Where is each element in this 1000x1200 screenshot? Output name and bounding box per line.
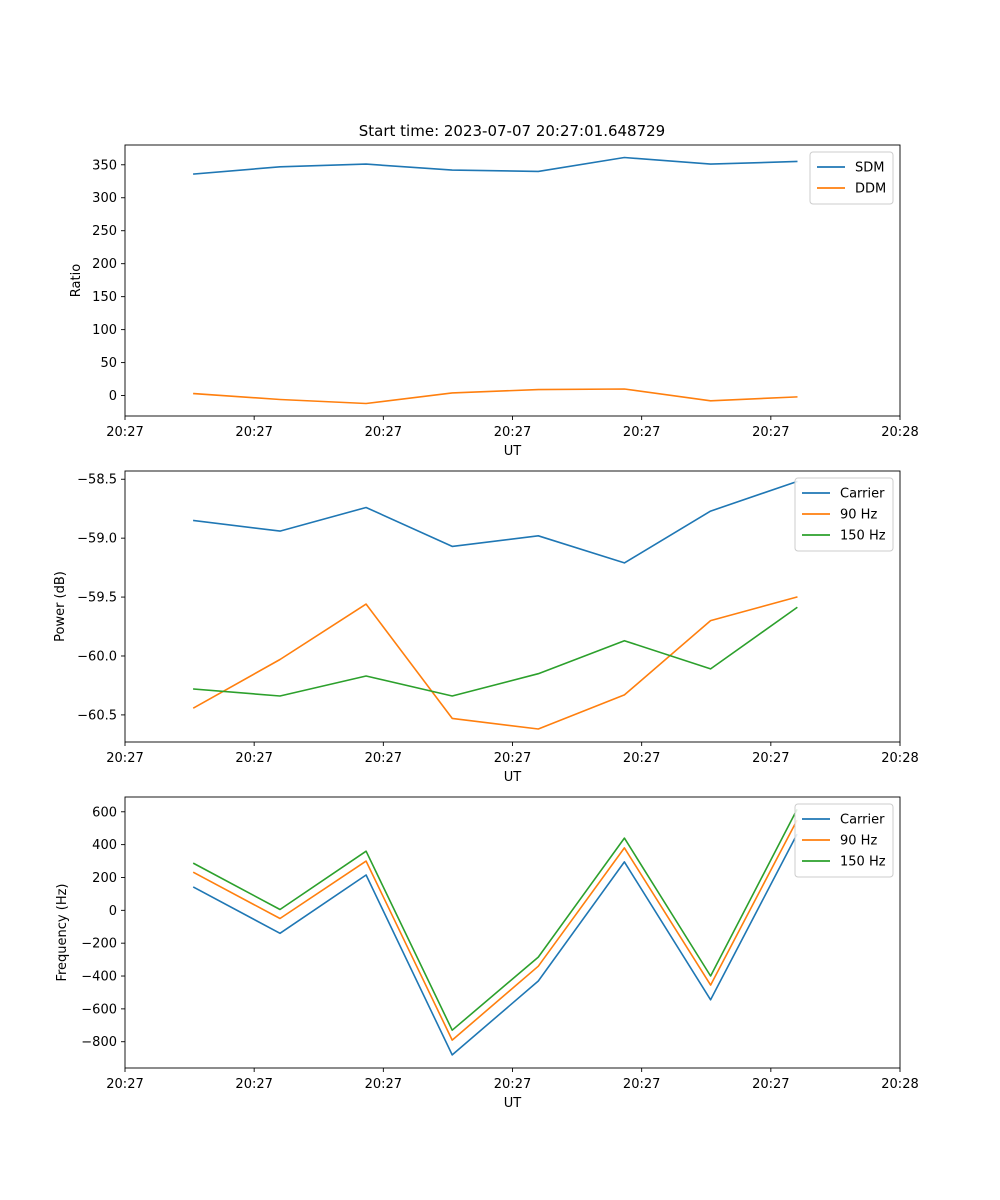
axes-frame <box>124 144 901 417</box>
axes-frame <box>124 796 901 1069</box>
legend: Carrier 90 Hz 150 Hz <box>794 803 894 878</box>
y-tick-label: −59.0 <box>77 532 117 547</box>
legend-label-carrier: Carrier <box>840 813 885 828</box>
legend: Carrier 90 Hz 150 Hz <box>794 477 894 552</box>
x-tick-label: 20:27 <box>106 751 143 766</box>
y-tick-label: 0 <box>109 389 117 404</box>
legend: SDM DDM <box>809 151 894 205</box>
x-tick-label: 20:27 <box>623 1077 660 1092</box>
y-axis-label: Frequency (Hz) <box>55 883 70 981</box>
x-tick-label: 20:27 <box>494 425 531 440</box>
x-tick-label: 20:27 <box>365 425 402 440</box>
series-line-ddm <box>193 388 798 405</box>
y-tick-label: 350 <box>92 158 117 173</box>
y-tick-label: −60.5 <box>77 708 117 723</box>
y-tick-label: 150 <box>92 290 117 305</box>
y-tick-label: 600 <box>92 805 117 820</box>
chart-panel-1: 20:27 20:27 20:27 20:27 20:27 20:27 20:28 0 50 10… <box>69 144 919 459</box>
x-tick-label: 20:27 <box>623 751 660 766</box>
y-tick-label: 200 <box>92 257 117 272</box>
chart-panel-3: 20:27 20:27 20:27 20:27 20:27 20:27 20:28 −800 −… <box>55 796 919 1111</box>
legend-label-ddm: DDM <box>855 182 886 197</box>
y-tick-label: 100 <box>92 323 117 338</box>
y-tick-label: −600 <box>81 1002 117 1017</box>
legend-box <box>809 151 894 205</box>
x-tick-label: 20:27 <box>365 1077 402 1092</box>
series-line-150-hz <box>192 809 798 1031</box>
series-line-90-hz <box>192 819 798 1041</box>
y-tick-label: 0 <box>109 904 117 919</box>
y-tick-label: 50 <box>100 356 117 371</box>
x-tick-label: 20:27 <box>235 425 272 440</box>
legend-label-90-hz: 90 Hz <box>840 508 877 523</box>
chart-panel-2: 20:27 20:27 20:27 20:27 20:27 20:27 20:28 −60.5… <box>53 470 919 785</box>
x-tick-label: 20:27 <box>235 1077 272 1092</box>
x-tick-label: 20:27 <box>623 425 660 440</box>
y-tick-label: −59.5 <box>77 591 117 606</box>
series-line-90-hz <box>192 596 798 730</box>
legend-label-90-hz: 90 Hz <box>840 834 877 849</box>
y-tick-label: −58.5 <box>77 473 117 488</box>
legend-box <box>794 477 894 552</box>
series-line-150-hz <box>193 606 798 697</box>
y-tick-label: 200 <box>92 871 117 886</box>
x-tick-label: 20:27 <box>235 751 272 766</box>
y-tick-label: 300 <box>92 191 117 206</box>
legend-label-150-hz: 150 Hz <box>840 855 886 870</box>
x-axis-label: UT <box>504 770 522 785</box>
x-tick-label: 20:27 <box>752 751 789 766</box>
figure-title: Start time: 2023-07-07 20:27:01.648729 <box>359 122 665 140</box>
axes-frame <box>124 470 901 743</box>
series-line-sdm <box>193 156 798 175</box>
x-tick-label: 20:27 <box>494 1077 531 1092</box>
y-tick-label: −800 <box>81 1035 117 1050</box>
x-tick-label: 20:27 <box>106 425 143 440</box>
legend-label-sdm: SDM <box>855 161 884 176</box>
y-tick-label: −400 <box>81 970 117 985</box>
y-tick-label: 400 <box>92 838 117 853</box>
x-tick-label: 20:28 <box>881 1077 918 1092</box>
series-line-carrier <box>192 833 798 1056</box>
x-tick-label: 20:27 <box>752 1077 789 1092</box>
x-tick-label: 20:28 <box>881 751 918 766</box>
y-axis-label: Power (dB) <box>53 571 68 642</box>
series-line-carrier <box>193 480 798 564</box>
x-tick-label: 20:27 <box>494 751 531 766</box>
x-axis-label: UT <box>504 1096 522 1111</box>
x-tick-label: 20:28 <box>881 425 918 440</box>
x-axis-label: UT <box>504 444 522 459</box>
x-tick-label: 20:27 <box>365 751 402 766</box>
y-tick-label: −200 <box>81 937 117 952</box>
charts-container: 20:27 20:27 20:27 20:27 20:27 20:27 20:28 0 50 10… <box>53 144 919 1111</box>
y-tick-label: 250 <box>92 224 117 239</box>
legend-label-150-hz: 150 Hz <box>840 529 886 544</box>
y-tick-label: −60.0 <box>77 649 117 664</box>
legend-label-carrier: Carrier <box>840 487 885 502</box>
x-tick-label: 20:27 <box>106 1077 143 1092</box>
x-tick-label: 20:27 <box>752 425 789 440</box>
y-axis-label: Ratio <box>69 264 84 297</box>
legend-box <box>794 803 894 878</box>
